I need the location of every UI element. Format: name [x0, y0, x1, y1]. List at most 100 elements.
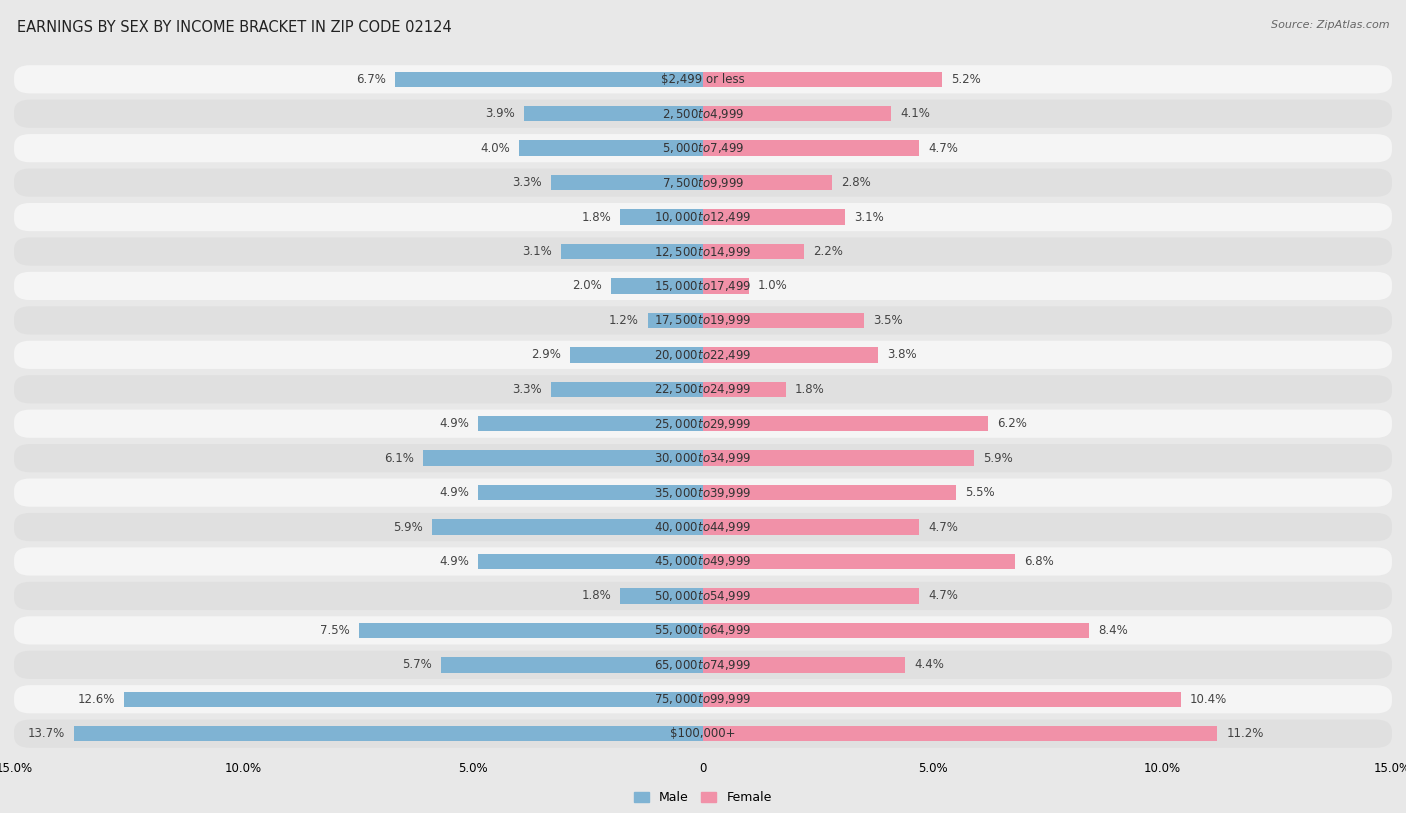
Bar	[703, 244, 804, 259]
Bar	[441, 657, 703, 672]
Text: $7,500 to $9,999: $7,500 to $9,999	[662, 176, 744, 189]
Text: 4.7%: 4.7%	[928, 141, 957, 154]
FancyBboxPatch shape	[14, 582, 1392, 610]
FancyBboxPatch shape	[14, 650, 1392, 679]
Text: 4.9%: 4.9%	[439, 486, 468, 499]
FancyBboxPatch shape	[14, 410, 1392, 438]
Text: $25,000 to $29,999: $25,000 to $29,999	[654, 417, 752, 431]
Text: 5.7%: 5.7%	[402, 659, 432, 672]
Bar	[703, 623, 1088, 638]
Text: 4.7%: 4.7%	[928, 520, 957, 533]
Text: $75,000 to $99,999: $75,000 to $99,999	[654, 692, 752, 706]
Bar	[524, 106, 703, 121]
Text: 5.2%: 5.2%	[950, 73, 981, 86]
Text: 3.5%: 3.5%	[873, 314, 903, 327]
Text: 5.9%: 5.9%	[983, 452, 1012, 465]
Bar	[432, 520, 703, 535]
FancyBboxPatch shape	[14, 513, 1392, 541]
Bar	[703, 520, 920, 535]
Text: 1.8%: 1.8%	[582, 589, 612, 602]
Bar	[569, 347, 703, 363]
Text: $30,000 to $34,999: $30,000 to $34,999	[654, 451, 752, 465]
FancyBboxPatch shape	[14, 479, 1392, 506]
FancyBboxPatch shape	[14, 547, 1392, 576]
Bar	[703, 485, 956, 500]
Text: 2.8%: 2.8%	[841, 176, 870, 189]
FancyBboxPatch shape	[14, 375, 1392, 403]
Bar	[703, 554, 1015, 569]
Text: $35,000 to $39,999: $35,000 to $39,999	[654, 485, 752, 500]
Text: 4.0%: 4.0%	[481, 141, 510, 154]
Text: $15,000 to $17,499: $15,000 to $17,499	[654, 279, 752, 293]
Text: 2.9%: 2.9%	[530, 348, 561, 361]
Text: 6.7%: 6.7%	[356, 73, 387, 86]
FancyBboxPatch shape	[14, 237, 1392, 266]
Legend: Male, Female: Male, Female	[630, 786, 776, 809]
FancyBboxPatch shape	[14, 134, 1392, 163]
Bar	[703, 726, 1218, 741]
Text: 1.2%: 1.2%	[609, 314, 638, 327]
FancyBboxPatch shape	[14, 341, 1392, 369]
Text: $22,500 to $24,999: $22,500 to $24,999	[654, 382, 752, 396]
Bar	[359, 623, 703, 638]
FancyBboxPatch shape	[14, 720, 1392, 748]
Bar	[478, 416, 703, 432]
Bar	[395, 72, 703, 87]
Text: 4.7%: 4.7%	[928, 589, 957, 602]
Text: 2.2%: 2.2%	[813, 245, 844, 258]
Text: $17,500 to $19,999: $17,500 to $19,999	[654, 313, 752, 328]
Text: 3.9%: 3.9%	[485, 107, 515, 120]
Bar	[703, 450, 974, 466]
FancyBboxPatch shape	[14, 65, 1392, 93]
Text: 4.9%: 4.9%	[439, 555, 468, 568]
Text: 8.4%: 8.4%	[1098, 624, 1128, 637]
Text: 5.5%: 5.5%	[965, 486, 994, 499]
Bar	[561, 244, 703, 259]
Text: 5.9%: 5.9%	[394, 520, 423, 533]
FancyBboxPatch shape	[14, 616, 1392, 645]
Bar	[423, 450, 703, 466]
Bar	[703, 278, 749, 293]
Bar	[551, 175, 703, 190]
Text: 3.1%: 3.1%	[522, 245, 551, 258]
Bar	[703, 588, 920, 604]
Text: 2.0%: 2.0%	[572, 280, 602, 293]
Bar	[703, 141, 920, 156]
Text: $100,000+: $100,000+	[671, 727, 735, 740]
Text: $2,500 to $4,999: $2,500 to $4,999	[662, 107, 744, 121]
Text: 3.8%: 3.8%	[887, 348, 917, 361]
Text: $12,500 to $14,999: $12,500 to $14,999	[654, 245, 752, 259]
Bar	[73, 726, 703, 741]
Text: 6.1%: 6.1%	[384, 452, 413, 465]
Text: 6.8%: 6.8%	[1025, 555, 1054, 568]
FancyBboxPatch shape	[14, 168, 1392, 197]
Text: 6.2%: 6.2%	[997, 417, 1026, 430]
Bar	[478, 485, 703, 500]
Bar	[620, 209, 703, 225]
Text: 10.4%: 10.4%	[1189, 693, 1227, 706]
Text: Source: ZipAtlas.com: Source: ZipAtlas.com	[1271, 20, 1389, 30]
Bar	[703, 106, 891, 121]
Text: $40,000 to $44,999: $40,000 to $44,999	[654, 520, 752, 534]
Text: 4.4%: 4.4%	[914, 659, 945, 672]
Bar	[620, 588, 703, 604]
Bar	[703, 175, 831, 190]
Text: 13.7%: 13.7%	[27, 727, 65, 740]
Text: 3.3%: 3.3%	[513, 383, 543, 396]
Text: $2,499 or less: $2,499 or less	[661, 73, 745, 86]
Text: 12.6%: 12.6%	[77, 693, 115, 706]
Text: $20,000 to $22,499: $20,000 to $22,499	[654, 348, 752, 362]
Text: 7.5%: 7.5%	[319, 624, 349, 637]
Bar	[703, 381, 786, 397]
Text: 11.2%: 11.2%	[1226, 727, 1264, 740]
FancyBboxPatch shape	[14, 307, 1392, 334]
Bar	[648, 313, 703, 328]
FancyBboxPatch shape	[14, 444, 1392, 472]
Bar	[703, 72, 942, 87]
Text: $10,000 to $12,499: $10,000 to $12,499	[654, 210, 752, 224]
Bar	[703, 416, 988, 432]
FancyBboxPatch shape	[14, 100, 1392, 128]
Bar	[703, 657, 905, 672]
Bar	[703, 313, 863, 328]
Text: $55,000 to $64,999: $55,000 to $64,999	[654, 624, 752, 637]
